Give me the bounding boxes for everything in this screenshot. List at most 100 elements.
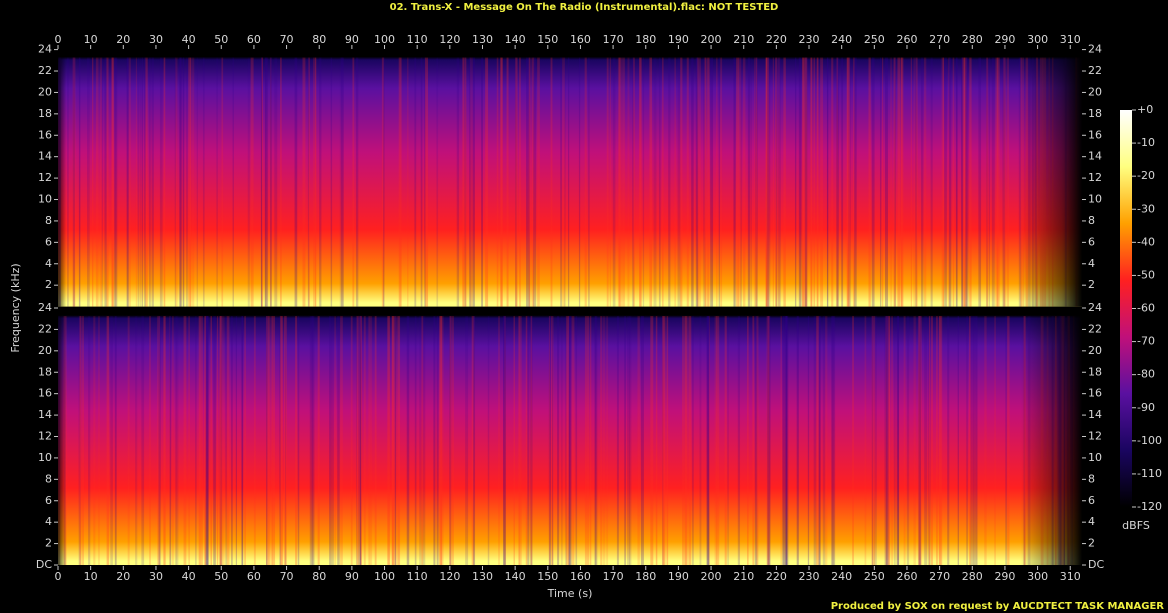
x-tick-label: 170 — [603, 570, 624, 583]
x-tick-label-top: 200 — [701, 33, 722, 46]
y-tick-label: 4 — [45, 515, 52, 528]
x-tick-label: 70 — [280, 570, 294, 583]
y-tick-label: 6 — [45, 494, 52, 507]
y-tick-label-right: 8 — [1088, 472, 1095, 485]
x-tick-label-top: 190 — [668, 33, 689, 46]
x-tick-label: 190 — [668, 570, 689, 583]
x-tick-label-top: 160 — [570, 33, 591, 46]
x-tick-label: 220 — [766, 570, 787, 583]
y-axis-label: Frequency (kHz) — [9, 263, 22, 352]
y-tick-label-right: 16 — [1088, 387, 1102, 400]
x-tick-label: 310 — [1060, 570, 1081, 583]
edge-fade — [58, 308, 1082, 565]
colorbar-label: dBFS — [1122, 519, 1150, 532]
y-tick-label-right: 12 — [1088, 430, 1102, 443]
colorbar-tick-label: -50 — [1137, 268, 1155, 281]
x-tick-label: 160 — [570, 570, 591, 583]
x-tick-label: 250 — [864, 570, 885, 583]
y-tick-label: 10 — [38, 451, 52, 464]
y-tick-label: 14 — [38, 150, 52, 163]
x-tick-label: 130 — [472, 570, 493, 583]
colorbar-tick-label: -120 — [1137, 500, 1162, 513]
y-tick-label-right: 10 — [1088, 193, 1102, 206]
y-tick-label: 16 — [38, 128, 52, 141]
x-tick-label: 90 — [345, 570, 359, 583]
colorbar-tick-label: -40 — [1137, 235, 1155, 248]
y-tick-label: 10 — [38, 193, 52, 206]
y-tick-label: 20 — [38, 344, 52, 357]
x-tick-label-top: 290 — [994, 33, 1015, 46]
x-tick-label: 120 — [439, 570, 460, 583]
x-tick-label-top: 90 — [345, 33, 359, 46]
x-tick-label-top: 310 — [1060, 33, 1081, 46]
x-tick-label-top: 140 — [505, 33, 526, 46]
x-tick-label-top: 180 — [635, 33, 656, 46]
colorbar-tick-label: -60 — [1137, 302, 1155, 315]
x-tick-label-top: 150 — [537, 33, 558, 46]
x-tick-label-top: 230 — [799, 33, 820, 46]
x-tick-label: 280 — [962, 570, 983, 583]
x-tick-label: 290 — [994, 570, 1015, 583]
y-tick-label-right: DC — [1088, 558, 1104, 571]
x-tick-label: 10 — [84, 570, 98, 583]
y-tick-label-right: 4 — [1088, 515, 1095, 528]
x-tick-label: 110 — [407, 570, 428, 583]
x-tick-label: 180 — [635, 570, 656, 583]
x-tick-label: 240 — [831, 570, 852, 583]
y-tick-label: 4 — [45, 257, 52, 270]
x-tick-label-top: 110 — [407, 33, 428, 46]
y-tick-label-right: 8 — [1088, 214, 1095, 227]
y-tick-label-right: 24 — [1088, 301, 1102, 314]
y-tick-label-right: 16 — [1088, 128, 1102, 141]
y-tick-label-right: 18 — [1088, 107, 1102, 120]
colorbar — [1120, 110, 1132, 507]
colorbar-tick-label: -10 — [1137, 136, 1155, 149]
x-tick-label: 230 — [799, 570, 820, 583]
x-tick-label: 50 — [214, 570, 228, 583]
y-tick-label-right: 4 — [1088, 257, 1095, 270]
x-tick-label: 140 — [505, 570, 526, 583]
x-tick-label: 210 — [733, 570, 754, 583]
y-tick-label: 8 — [45, 214, 52, 227]
y-tick-label-right: 22 — [1088, 64, 1102, 77]
y-tick-label: 2 — [45, 278, 52, 291]
y-tick-label: 6 — [45, 235, 52, 248]
y-tick-label-right: 10 — [1088, 451, 1102, 464]
y-tick-label: 12 — [38, 171, 52, 184]
y-tick-label-right: 14 — [1088, 150, 1102, 163]
y-tick-label-right: 12 — [1088, 171, 1102, 184]
y-tick-label-right: 22 — [1088, 322, 1102, 335]
edge-fade — [58, 49, 1082, 307]
y-tick-label-right: 20 — [1088, 85, 1102, 98]
x-tick-label-top: 240 — [831, 33, 852, 46]
x-tick-label: 0 — [55, 570, 62, 583]
x-tick-label-top: 70 — [280, 33, 294, 46]
colorbar-tick-label: -70 — [1137, 335, 1155, 348]
x-tick-label-top: 0 — [55, 33, 62, 46]
x-tick-label-top: 80 — [312, 33, 326, 46]
x-tick-label-top: 30 — [149, 33, 163, 46]
y-tick-label-right: 2 — [1088, 537, 1095, 550]
x-tick-label-top: 280 — [962, 33, 983, 46]
colorbar-tick-label: -90 — [1137, 401, 1155, 414]
y-tick-label: 18 — [38, 365, 52, 378]
y-tick-label: 20 — [38, 85, 52, 98]
x-tick-label-top: 300 — [1027, 33, 1048, 46]
y-tick-label: 18 — [38, 107, 52, 120]
colorbar-tick-label: -30 — [1137, 202, 1155, 215]
x-tick-label: 80 — [312, 570, 326, 583]
x-tick-label-top: 20 — [116, 33, 130, 46]
y-tick-label-right: 6 — [1088, 494, 1095, 507]
y-tick-label: 22 — [38, 64, 52, 77]
x-tick-label: 200 — [701, 570, 722, 583]
x-tick-label: 20 — [116, 570, 130, 583]
y-tick-label-right: 24 — [1088, 43, 1102, 56]
y-tick-label: 24 — [38, 43, 52, 56]
x-tick-label-top: 100 — [374, 33, 395, 46]
x-tick-label: 100 — [374, 570, 395, 583]
x-tick-label: 30 — [149, 570, 163, 583]
y-tick-label-right: 18 — [1088, 365, 1102, 378]
x-tick-label-top: 40 — [182, 33, 196, 46]
